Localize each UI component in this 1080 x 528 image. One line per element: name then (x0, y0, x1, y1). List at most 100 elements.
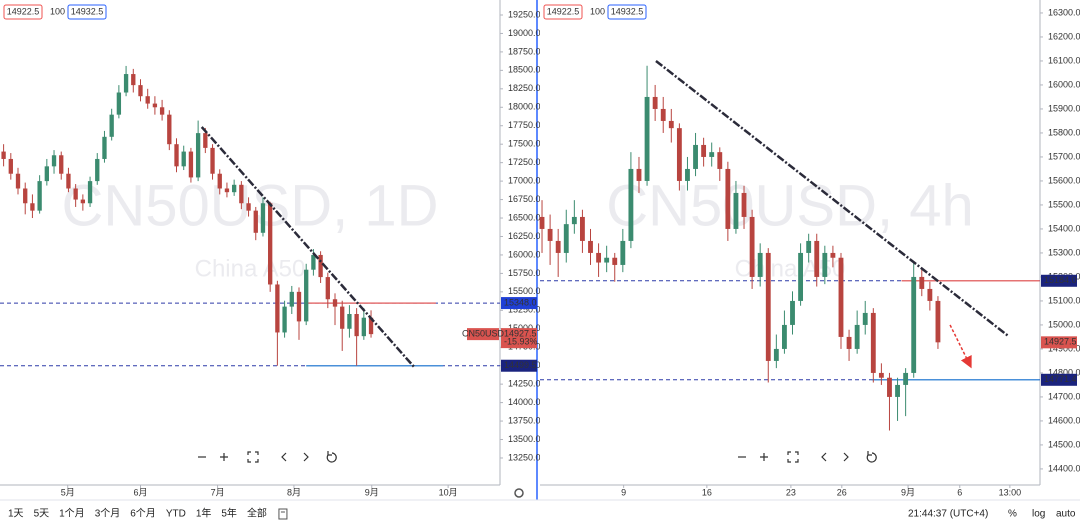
y-tick-label: 15900.0 (1048, 103, 1080, 113)
candle-body (80, 199, 86, 204)
candle-body (927, 288, 933, 301)
forecast-arrow (949, 324, 972, 369)
last-price-bg (1041, 336, 1077, 349)
candle-body (709, 152, 715, 157)
watermark-description: China A50 (195, 255, 306, 282)
range-button[interactable]: 1年 (196, 507, 212, 520)
bid-box[interactable] (3, 4, 43, 20)
candle-body (668, 120, 674, 129)
y-tick-label: 17500.0 (508, 139, 541, 149)
candle-body (332, 299, 338, 307)
y-tick-label: 18500.0 (508, 65, 541, 75)
candle-body (253, 210, 258, 233)
candle-body (188, 151, 194, 178)
y-tick-label: 16300.0 (1048, 7, 1080, 17)
y-tick-label: 15100.0 (1048, 295, 1080, 305)
candle-body (701, 144, 707, 157)
range-button[interactable]: YTD (166, 509, 186, 520)
reset-chart[interactable] (866, 451, 877, 463)
candle-body (260, 203, 266, 233)
candle-body (30, 203, 35, 211)
scale-option[interactable]: % (1008, 509, 1017, 520)
y-tick-label: 19000.0 (508, 28, 541, 38)
range-button[interactable]: 3个月 (95, 508, 121, 520)
price-label-bg (1041, 373, 1077, 386)
candle-body (806, 240, 812, 253)
y-tick-label: 17750.0 (508, 120, 541, 130)
y-tick-label: 15300.0 (1048, 247, 1080, 257)
candle-body (652, 96, 658, 109)
x-tick-label: 9月 (901, 487, 915, 497)
candle-body (37, 181, 42, 211)
candle-body (325, 277, 330, 300)
candle-body (539, 216, 545, 229)
candle-body (693, 144, 698, 169)
y-tick-label: 15800.0 (1048, 127, 1080, 137)
x-tick-label: 13:00 (999, 487, 1022, 497)
candle-body (547, 228, 553, 241)
candle-body (717, 152, 723, 169)
y-tick-label: 15750.0 (508, 268, 541, 278)
ask-box[interactable] (67, 4, 107, 20)
range-button[interactable]: 1天 (8, 509, 24, 520)
y-tick-label: 13250.0 (508, 452, 541, 462)
scroll-right[interactable] (843, 452, 849, 462)
candle-body (51, 155, 57, 167)
zoom-in[interactable] (760, 453, 768, 461)
reset-scale[interactable] (247, 451, 259, 463)
candle-body (87, 181, 93, 204)
y-tick-label: 14000.0 (508, 397, 541, 407)
candle-body (685, 168, 690, 181)
candle-body (66, 173, 71, 189)
candle-body (596, 252, 602, 263)
scroll-left[interactable] (281, 452, 287, 462)
candle-body (862, 312, 868, 325)
y-tick-label: 16750.0 (508, 194, 541, 204)
range-button[interactable]: 5年 (221, 507, 237, 520)
scroll-left[interactable] (821, 452, 827, 462)
candle-body (23, 188, 28, 204)
candle-body (822, 252, 828, 277)
y-tick-label: 18750.0 (508, 46, 541, 56)
candle-body (620, 240, 626, 265)
candle-body (878, 372, 884, 378)
y-tick-label: 14700.0 (1048, 391, 1080, 401)
x-tick-label: 6 (957, 487, 962, 497)
candle-body (361, 317, 366, 337)
y-tick-label: 15400.0 (1048, 223, 1080, 233)
settings-gear[interactable] (514, 488, 524, 498)
candle-body (109, 114, 114, 137)
scale-option[interactable]: auto (1056, 509, 1076, 520)
x-tick-label: 16 (702, 487, 712, 497)
y-tick-label: 14800.0 (1048, 367, 1080, 377)
candle-body (246, 203, 251, 211)
compare-icon[interactable] (278, 508, 288, 520)
candle-body (296, 291, 302, 322)
x-tick-label: 5月 (61, 487, 75, 497)
candle-body (636, 168, 642, 181)
candle-body (725, 168, 731, 229)
y-tick-label: 14250.0 (508, 379, 541, 389)
bid-box[interactable] (543, 4, 583, 20)
last-price-label: 14927.5 (1044, 337, 1077, 347)
bottom-toolbar (0, 501, 1080, 528)
y-tick-label: 13750.0 (508, 415, 541, 425)
range-button[interactable]: 5天 (34, 509, 50, 520)
scale-option[interactable]: log (1032, 509, 1045, 520)
range-button[interactable]: 1个月 (59, 508, 85, 520)
range-button[interactable]: 全部 (247, 507, 267, 520)
y-tick-label: 16500.0 (508, 212, 541, 222)
scroll-right[interactable] (303, 452, 309, 462)
reset-scale[interactable] (787, 451, 799, 463)
x-tick-label: 10月 (439, 487, 458, 497)
candle-body (612, 257, 618, 265)
candle-body (340, 306, 345, 329)
zoom-in[interactable] (220, 453, 228, 461)
plot-area (0, 0, 500, 485)
x-tick-label: 7月 (211, 487, 225, 497)
candle-body (318, 254, 323, 278)
candle-body (44, 166, 49, 182)
range-button[interactable]: 6个月 (130, 508, 156, 520)
ask-box[interactable] (607, 4, 647, 20)
reset-chart[interactable] (326, 451, 337, 463)
